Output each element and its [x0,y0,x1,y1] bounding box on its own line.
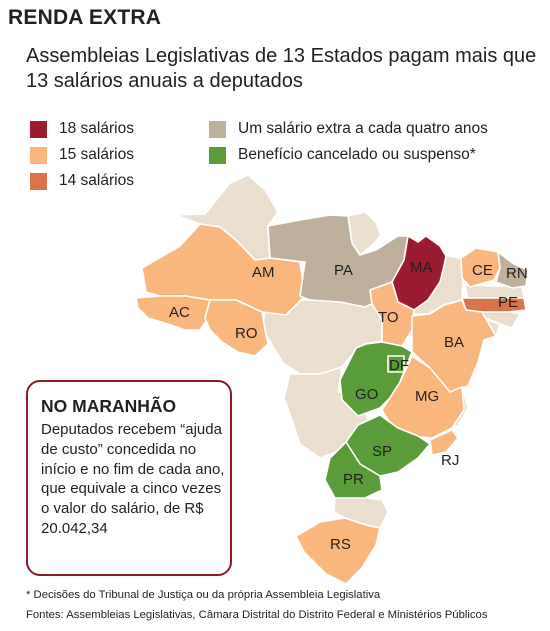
state-RN [495,251,529,289]
state-label-MG: MG [415,388,439,405]
legend-label: 14 salários [59,172,134,189]
legend-swatch [30,120,47,138]
state-label-PR: PR [343,471,364,488]
state-label-RO: RO [235,325,258,342]
state-label-AC: AC [169,304,190,321]
state-AC [135,295,211,331]
state-label-CE: CE [472,262,493,279]
legend-item-cancelado: Benefício cancelado ou suspenso* [209,146,476,164]
state-CE [460,247,501,288]
state-RS [295,517,381,585]
state-TO [369,281,415,347]
legend-item-quadrienal: Um salário extra a cada quatro anos [209,120,488,138]
legend-label: Benefício cancelado ou suspenso* [238,146,476,163]
state-PR [324,441,383,499]
legend-item-15-salarios: 15 salários [30,146,134,164]
state-label-BA: BA [444,334,464,351]
legend-swatch [209,146,226,164]
footnote: * Decisões do Tribunal de Justiça ou da … [26,589,381,601]
state-label-PA: PA [334,262,353,279]
callout-heading: NO MARANHÃO [41,396,177,416]
legend-swatch [30,146,47,164]
state-label-GO: GO [355,386,378,403]
legend-label: 18 salários [59,120,134,137]
state-label-AM: AM [252,264,275,281]
legend-item-14-salarios: 14 salários [30,172,134,190]
legend-label: Um salário extra a cada quatro anos [238,120,488,137]
state-label-RS: RS [330,536,351,553]
headline-subtitle: Assembleias Legislativas de 13 Estados p… [26,45,537,92]
legend-item-18-salarios: 18 salários [30,120,134,138]
state-RO [204,299,269,357]
state-label-MA: MA [410,259,433,276]
state-label-TO: TO [378,309,399,326]
state-label-SP: SP [372,443,392,460]
headline-kicker: RENDA EXTRA [8,6,162,29]
legend-swatch [209,120,226,138]
callout-body: Deputados recebem “ajuda de custo” conce… [41,421,225,537]
legend-label: 15 salários [59,146,134,163]
state-label-RN: RN [506,265,528,282]
state-label-RJ: RJ [441,452,459,469]
legend-swatch [30,172,47,190]
sources: Fontes: Assembleias Legislativas, Câmara… [26,609,488,621]
state-label-DF: DF [389,357,409,374]
state-RJ [429,429,459,456]
state-label-PE: PE [498,294,518,311]
callout-box: NO MARANHÃO Deputados recebem “ajuda de … [26,380,232,576]
